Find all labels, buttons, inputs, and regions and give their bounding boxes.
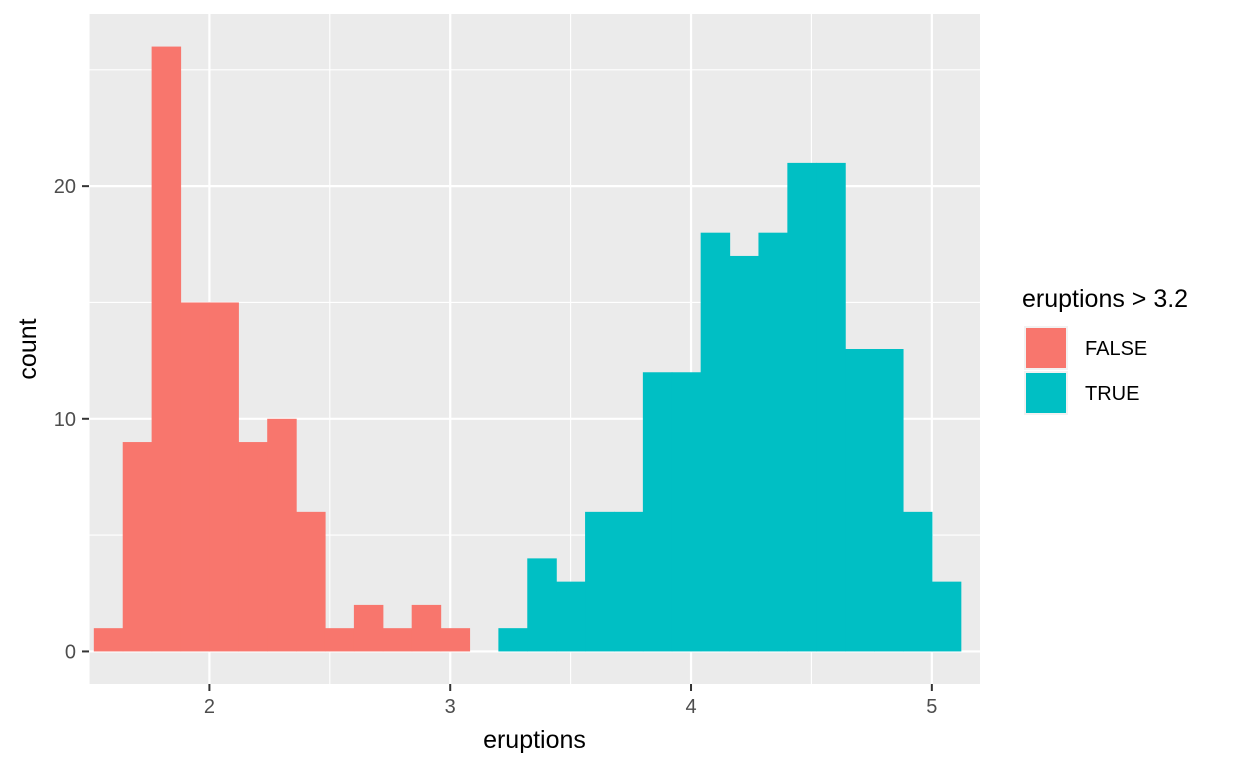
histogram-bar-false	[382, 628, 413, 652]
histogram-bar-true	[585, 511, 615, 652]
histogram-bar-false	[440, 628, 471, 652]
histogram-bar-true	[613, 511, 644, 652]
x-tick-label: 2	[204, 696, 215, 718]
tick-labels: 2 3 4 5 0 10 20	[54, 176, 938, 718]
y-axis-title: count	[14, 318, 42, 379]
legend-label-true: TRUE	[1085, 383, 1139, 405]
histogram-bar-true	[902, 511, 933, 652]
histogram-bar-false	[151, 46, 182, 652]
histogram-bars	[93, 46, 962, 652]
histogram-bar-true	[816, 162, 846, 652]
histogram-bar-true	[642, 372, 673, 652]
histogram-bar-true	[671, 372, 702, 652]
legend-label-false: FALSE	[1085, 338, 1147, 360]
legend: eruptions > 3.2 FALSE TRUE	[1022, 285, 1188, 415]
histogram-bar-false	[93, 628, 124, 652]
histogram-bar-true	[700, 232, 731, 652]
histogram-bar-false	[209, 302, 239, 652]
histogram-bar-true	[931, 581, 962, 652]
histogram-bar-false	[353, 604, 384, 652]
histogram-bar-true	[787, 162, 817, 652]
histogram-bar-true	[556, 581, 586, 652]
histogram-bar-true	[758, 232, 788, 652]
x-axis-title: eruptions	[483, 726, 586, 754]
histogram-bar-true	[845, 349, 875, 652]
x-tick-label: 5	[926, 696, 937, 718]
y-tick-label: 20	[54, 176, 76, 198]
histogram-bar-true	[874, 349, 904, 652]
histogram-bar-false	[296, 511, 326, 652]
histogram-bar-true	[498, 628, 528, 652]
histogram-bar-true	[527, 558, 557, 652]
histogram-bar-true	[729, 255, 760, 652]
axis-ticks	[82, 185, 933, 691]
histogram-bar-false	[122, 442, 153, 652]
legend-items: FALSE TRUE	[1024, 326, 1147, 415]
histogram-bar-false	[238, 442, 268, 652]
x-tick-label: 4	[685, 696, 696, 718]
y-tick-label: 0	[65, 641, 76, 663]
histogram-bar-false	[267, 418, 297, 652]
histogram-bar-false	[411, 604, 442, 652]
histogram-bar-false	[324, 628, 355, 652]
y-tick-label: 10	[54, 409, 76, 431]
legend-title: eruptions > 3.2	[1022, 285, 1188, 313]
x-tick-label: 3	[445, 696, 456, 718]
histogram-bar-false	[180, 302, 211, 652]
legend-swatch-true	[1026, 373, 1066, 413]
legend-swatch-false	[1026, 328, 1066, 368]
